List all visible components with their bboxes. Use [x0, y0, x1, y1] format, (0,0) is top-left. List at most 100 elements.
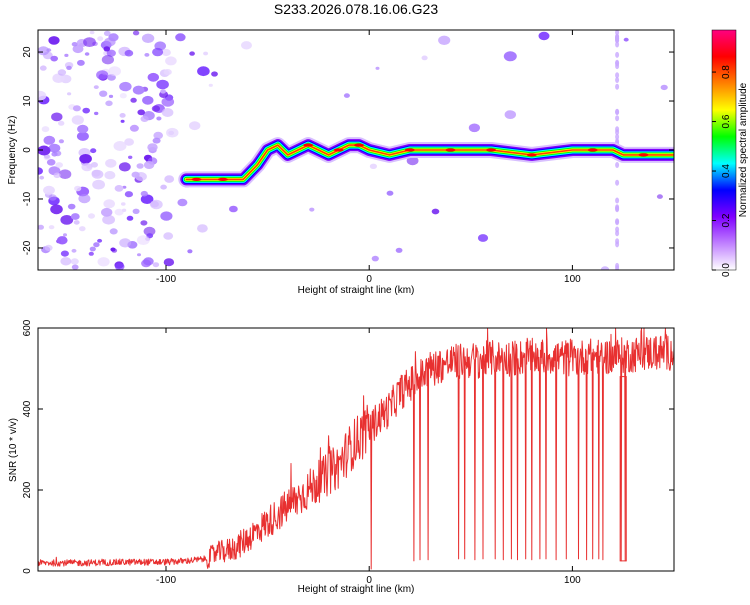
noise-streak — [615, 51, 620, 58]
noise-blob — [53, 172, 61, 179]
noise-blob — [166, 127, 179, 138]
noise-blob — [160, 184, 167, 190]
noise-blob — [72, 105, 81, 112]
noise-blob — [105, 158, 117, 168]
noise-blob — [104, 37, 116, 47]
noise-blob — [105, 100, 113, 107]
colorbar-tick-label: 0.8 — [721, 65, 732, 79]
noise-streak — [615, 63, 620, 70]
noise-blob — [156, 116, 162, 121]
ridge-core — [185, 144, 674, 181]
noise-blob — [77, 124, 89, 134]
noise-blob — [48, 36, 60, 45]
noise-streak — [615, 108, 620, 115]
noise-blob — [124, 191, 133, 198]
noise-blob — [103, 46, 111, 52]
noise-blob — [114, 263, 125, 270]
noise-blob — [163, 69, 172, 76]
noise-blob — [163, 258, 175, 267]
noise-blob — [104, 171, 116, 180]
noise-blob — [52, 73, 65, 83]
noise-blob — [103, 199, 115, 209]
noise-blob — [163, 232, 174, 240]
noise-blob — [101, 55, 114, 65]
noise-blob — [50, 204, 63, 215]
colorbar-ticks: 0.0 0.2 0.4 0.6 0.8 — [712, 65, 732, 277]
noise-blob — [38, 224, 44, 230]
x-tick-label: 0 — [366, 274, 372, 285]
noise-blob — [44, 244, 53, 251]
noise-blob — [504, 110, 516, 119]
noise-blob — [78, 194, 91, 204]
noise-blob — [50, 55, 58, 62]
noise-blob — [67, 203, 76, 210]
noise-blob — [121, 202, 126, 206]
noise-blob — [124, 138, 134, 146]
noise-blob — [119, 81, 132, 92]
colorbar: 0.0 0.2 0.4 0.6 0.8 Normalized spectral ampl… — [711, 29, 749, 277]
y-tick-label: -20 — [22, 240, 33, 255]
noise-blob — [164, 175, 175, 183]
noise-blob — [38, 46, 50, 56]
noise-blob — [154, 41, 166, 51]
noise-blob — [189, 51, 195, 56]
noise-blob — [431, 208, 440, 215]
noise-blob — [83, 37, 96, 47]
noise-blob — [120, 119, 125, 123]
noise-blob — [142, 95, 154, 105]
noise-blob — [386, 190, 394, 196]
noise-blob — [110, 247, 116, 252]
noise-streak — [615, 41, 620, 48]
noise-blob — [124, 49, 134, 57]
noise-blob — [656, 194, 663, 199]
noise-blob — [108, 94, 114, 98]
noise-blob — [129, 124, 139, 132]
noise-blob — [468, 123, 480, 133]
snr-frame — [37, 327, 675, 572]
noise-blob — [102, 214, 115, 225]
noise-blob — [82, 107, 90, 114]
noise-blob — [71, 248, 77, 253]
noise-blob — [97, 36, 104, 41]
noise-blob — [600, 266, 610, 270]
noise-blob — [71, 42, 78, 47]
noise-blob — [147, 72, 159, 82]
noise-blob — [203, 51, 209, 56]
noise-blob — [438, 35, 451, 45]
noise-blob — [55, 162, 63, 168]
noise-blob — [43, 154, 51, 161]
colorbar-tick-label: 0.2 — [721, 213, 732, 227]
noise-blob — [119, 238, 131, 248]
noise-blob — [57, 69, 67, 76]
noise-blob — [77, 59, 85, 66]
snr-dropout-block — [619, 376, 627, 562]
noise-blob — [97, 257, 110, 267]
noise-blob — [103, 30, 111, 36]
noise-blob — [58, 169, 72, 179]
noise-blob — [66, 65, 72, 70]
ridge-peak — [587, 148, 598, 152]
snr-series — [38, 328, 674, 570]
noise-blob — [421, 55, 428, 61]
ridge-peak — [445, 148, 456, 152]
noise-blob — [84, 52, 90, 56]
spectrogram-y-ticks: -20 -10 0 10 20 — [22, 46, 674, 255]
snr-x-label: Height of straight line (km) — [298, 584, 415, 595]
noise-blob — [153, 131, 163, 140]
noise-streak — [615, 129, 620, 136]
noise-streak — [615, 197, 620, 204]
noise-blob — [197, 224, 208, 233]
noise-streak — [615, 115, 620, 122]
noise-blob — [46, 48, 52, 52]
noise-blob — [79, 226, 86, 232]
noise-blob — [81, 162, 93, 172]
noise-blob — [38, 90, 47, 101]
spectrogram-x-ticks: -100 0 100 — [156, 30, 581, 285]
noise-blob — [38, 167, 43, 175]
noise-blob — [106, 49, 116, 57]
ridge-peak — [526, 153, 537, 157]
ridge-peak — [191, 177, 202, 181]
noise-blob — [70, 213, 80, 220]
noise-blob — [136, 235, 150, 246]
